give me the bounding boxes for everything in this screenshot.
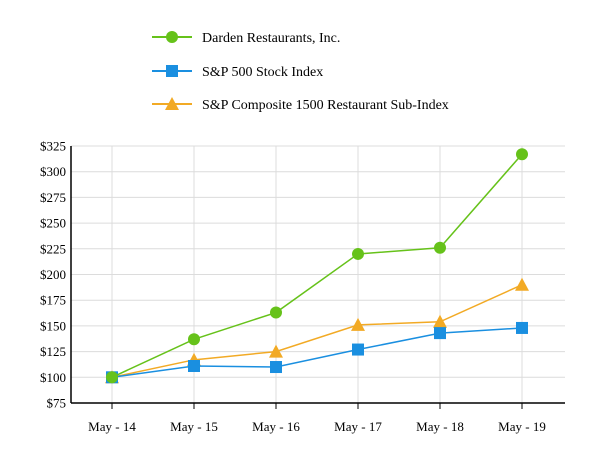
data-point-1-5 — [516, 321, 528, 334]
y-tick-label: $300 — [40, 164, 66, 179]
axes — [70, 146, 565, 409]
legend-item-2: S&P Composite 1500 Restaurant Sub-Index — [152, 97, 449, 113]
data-point-0-5 — [516, 148, 528, 161]
legend-item-1: S&P 500 Stock Index — [152, 65, 323, 80]
y-tick-label: $250 — [40, 216, 66, 231]
tick-labels: $75 $100 $125 $150 $175 $200 $225 $250 $275 $300 $… — [40, 139, 546, 435]
data-point-1-1 — [188, 359, 200, 372]
grid — [71, 145, 565, 404]
y-tick-label: $175 — [40, 293, 66, 308]
legend-label: S&P Composite 1500 Restaurant Sub-Index — [202, 98, 449, 113]
y-tick-label: $100 — [40, 370, 66, 385]
series-line-0 — [111, 153, 523, 378]
data-point-0-3 — [352, 247, 364, 260]
series-group — [105, 148, 529, 384]
legend-marker-2 — [165, 97, 179, 110]
legend-label: Darden Restaurants, Inc. — [202, 31, 340, 46]
y-tick-label: $150 — [40, 318, 66, 333]
data-point-0-2 — [270, 306, 282, 319]
data-point-0-4 — [434, 241, 446, 254]
data-point-1-2 — [270, 361, 282, 374]
data-point-2-4 — [433, 314, 447, 328]
legend-marker-1 — [166, 65, 178, 77]
x-tick-label: May - 15 — [170, 419, 218, 434]
x-tick-label: May - 16 — [252, 419, 300, 434]
x-tick-label: May - 17 — [334, 419, 382, 434]
y-tick-label: $125 — [40, 344, 66, 359]
data-point-2-5 — [515, 277, 529, 291]
data-point-2-3 — [351, 317, 365, 331]
data-point-2-2 — [269, 344, 283, 358]
data-point-0-1 — [188, 333, 200, 346]
y-tick-label: $200 — [40, 267, 66, 282]
series-line-1 — [111, 327, 523, 379]
x-tick-label: May - 18 — [416, 419, 464, 434]
data-point-1-4 — [434, 327, 446, 340]
y-tick-label: $75 — [47, 396, 67, 411]
data-point-1-3 — [352, 343, 364, 356]
y-tick-label: $225 — [40, 241, 66, 256]
y-tick-label: $325 — [40, 139, 66, 154]
series-line-2 — [111, 284, 523, 379]
data-point-0-0 — [106, 371, 118, 384]
legend-marker-0 — [166, 31, 178, 43]
y-tick-label: $275 — [40, 190, 66, 205]
legend: Darden Restaurants, Inc. S&P 500 Stock In… — [152, 31, 449, 113]
x-tick-label: May - 14 — [88, 419, 136, 434]
legend-item-0: Darden Restaurants, Inc. — [152, 31, 340, 46]
x-tick-label: May - 19 — [498, 419, 546, 434]
legend-label: S&P 500 Stock Index — [202, 65, 323, 80]
